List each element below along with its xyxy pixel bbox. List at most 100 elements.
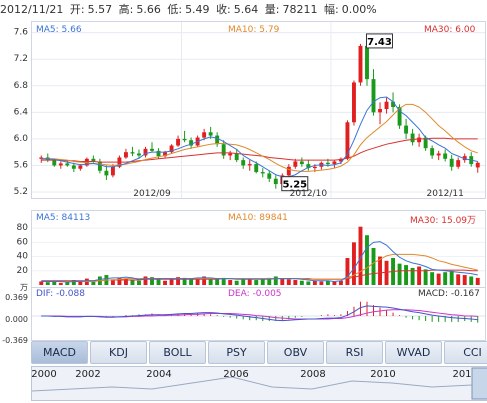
timeline-year-tick: 2004 [146, 369, 171, 380]
volume-y-tick: 20 [17, 266, 29, 276]
macd-value-label: MACD: -0.167 [418, 289, 480, 299]
candle-body [254, 164, 259, 173]
volume-y-tick: 40 [17, 252, 29, 262]
volume-bar [273, 276, 278, 285]
volume-unit-label: 万 [20, 283, 28, 292]
candle-body [150, 148, 154, 151]
candle-body [58, 163, 63, 166]
price-ma30-label: MA30: 6.00 [424, 25, 476, 35]
volume-bar [430, 272, 435, 285]
price-x-tick: 2012/11 [426, 189, 463, 198]
volume-bar [156, 279, 161, 285]
ma10-line [41, 103, 478, 172]
volume-value: 78211 [282, 3, 318, 16]
volume-bar [78, 281, 83, 285]
candle-body [163, 152, 167, 157]
candle-body [241, 160, 246, 166]
candle-body [221, 144, 226, 156]
candle-body [234, 153, 239, 161]
volume-chart-svg [32, 226, 485, 285]
close-value: 5.64 [233, 3, 259, 16]
volume-bar [110, 279, 115, 285]
vol-ma5-line [41, 241, 478, 283]
volume-bar [130, 280, 135, 285]
price-x-tick: 2012/10 [290, 189, 328, 198]
tab-wvad[interactable]: WVAD [385, 341, 442, 364]
indicator-tabs: MACD KDJ BOLL PSY OBV RSI WVAD CCI [31, 341, 487, 364]
volume-bar [117, 277, 122, 285]
change-label: 幅: [324, 3, 339, 16]
tab-macd[interactable]: MACD [31, 341, 88, 364]
quote-header: 2012/11/21 开: 5.57 高: 5.66 低: 5.49 收: 5.64 量… [0, 0, 487, 20]
tab-cci[interactable]: CCI [444, 341, 487, 364]
candle-body [91, 158, 96, 162]
candle-body [345, 122, 350, 159]
timeline-year-tick: 2000 [32, 369, 57, 380]
candle-body [97, 161, 102, 171]
volume-bar [182, 277, 187, 285]
candle-body [215, 135, 220, 145]
left-axis-svg: 7.6 7.2 6.8 6.4 6.0 5.6 5.2 80 60 40 20 万0.369 0.000… [2, 28, 29, 345]
candle-body [475, 162, 480, 168]
volume-bar [299, 280, 304, 285]
timeline-year-tick: 2008 [300, 369, 325, 380]
volume-bar [449, 270, 454, 285]
peak-callout: 7.43 [365, 33, 393, 49]
open-value: 5.57 [87, 3, 113, 16]
timeline-navigator[interactable]: 2000 2002 2004 2006 2008 2010 201 [31, 366, 487, 401]
candle-body [182, 138, 187, 141]
volume-bar [456, 274, 461, 285]
dif-label: DIF: -0.088 [36, 289, 85, 299]
macd-y-tick: 0.369 [5, 293, 28, 302]
volume-bar [208, 278, 213, 285]
trough-callout-text: 5.25 [282, 180, 307, 191]
volume-bar [202, 276, 207, 285]
vol-ma30-label: MA30: 15.09万 [410, 216, 477, 226]
volume-bar [378, 256, 382, 285]
volume-bar [39, 281, 44, 285]
candle-body [273, 178, 278, 185]
timeline-svg: 2000 2002 2004 2006 2008 2010 201 [32, 367, 487, 400]
volume-bar [260, 279, 265, 285]
low-label: 低: [167, 3, 183, 16]
volume-bar [52, 280, 57, 285]
candle-body [332, 161, 337, 165]
volume-bar [234, 280, 239, 285]
dea-label: DEA: -0.005 [228, 289, 282, 299]
volume-bar [163, 280, 167, 285]
volume-bar [254, 280, 259, 285]
volume-bar [58, 282, 63, 285]
candle-body [104, 170, 109, 176]
candle-body [384, 101, 389, 109]
volume-bar [195, 277, 200, 285]
volume-bar [352, 242, 356, 285]
volume-bar [384, 260, 389, 285]
price-y-tick: 6.0 [14, 134, 29, 144]
tab-kdj[interactable]: KDJ [90, 341, 147, 364]
candle-body [65, 163, 70, 166]
volume-y-tick: 80 [17, 223, 29, 233]
tab-psy[interactable]: PSY [208, 341, 265, 364]
volume-bar [123, 278, 128, 285]
candle-body [358, 45, 363, 83]
candle-body [176, 138, 181, 146]
candle-body [423, 137, 428, 149]
tab-boll[interactable]: BOLL [149, 341, 206, 364]
volume-bar [404, 265, 409, 285]
candle-body [325, 162, 330, 165]
candle-body [378, 109, 382, 113]
tab-obv[interactable]: OBV [267, 341, 324, 364]
candle-body [78, 165, 83, 169]
candle-body [404, 125, 409, 134]
tab-rsi[interactable]: RSI [326, 341, 383, 364]
candle-body [306, 164, 311, 169]
candle-body [143, 148, 148, 156]
volume-bar [325, 280, 330, 285]
candle-body [443, 153, 448, 159]
quote-date: 2012/11/21 [0, 3, 64, 16]
volume-bar [143, 276, 148, 285]
macd-panel: DIF: -0.088 DEA: -0.005 MACD: -0.167 [31, 287, 486, 341]
close-label: 收: [216, 3, 231, 16]
trough-callout: 5.25 [281, 176, 309, 192]
